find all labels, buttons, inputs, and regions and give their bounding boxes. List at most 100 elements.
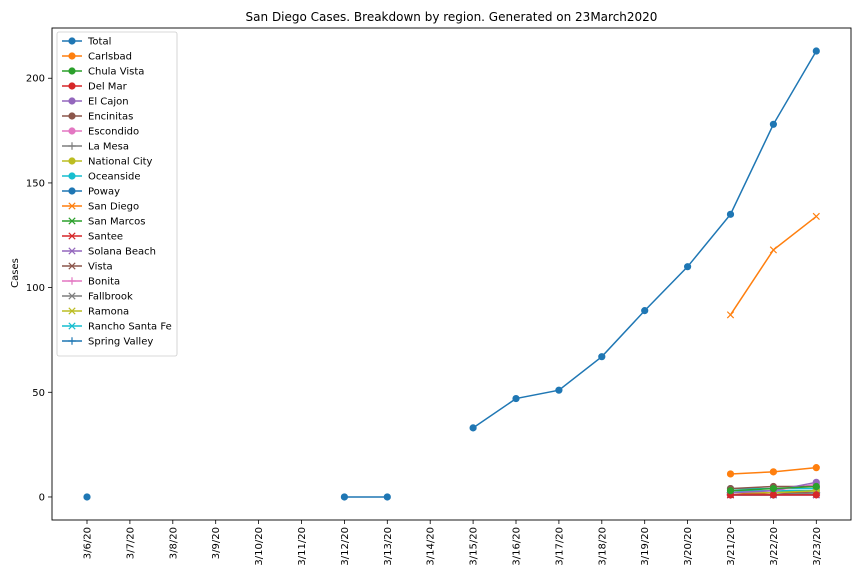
x-axis: 3/6/20 3/7/20 3/8/20 3/9/20 3/10/20 3/11/20 3/… [83,520,823,566]
data-point [383,493,391,501]
legend-label: San Marcos [88,217,145,228]
x-tick-label: 3/14/20 [426,527,437,566]
legend-entry: San Marcos [62,217,145,228]
data-point [469,424,477,432]
legend-label: Bonita [88,277,120,288]
legend-label: Santee [88,232,123,243]
legend-marker [68,97,76,105]
legend-label: Total [87,37,111,48]
x-tick-label: 3/8/20 [168,527,179,559]
legend-marker [68,37,76,45]
legend-entry: Solana Beach [62,247,156,258]
legend-label: El Cajon [88,97,129,108]
series-chula-vista [726,482,820,495]
legend-entry: Ramona [62,307,129,318]
legend-label: Ramona [88,307,129,318]
data-point [769,491,778,499]
legend-marker [68,67,76,75]
x-tick-label: 3/22/20 [769,527,780,566]
legend-label: Chula Vista [88,67,144,78]
legend-marker [68,202,76,210]
legend: Total Carlsbad Chula Vista Del Mar El Cajon E… [56,31,178,357]
legend-marker [68,187,76,195]
legend-marker [68,322,76,330]
legend-marker [68,277,76,285]
legend-label: Carlsbad [88,52,132,63]
legend-marker [68,157,76,165]
legend-entry: Poway [62,187,120,198]
plot-frame [51,27,852,521]
legend-entry: National City [62,157,153,168]
x-tick-label: 3/6/20 [83,527,94,559]
data-point [83,493,91,501]
data-point [726,311,735,319]
data-point [769,246,778,254]
legend-label: Oceanside [88,172,140,183]
legend-label: Del Mar [88,82,128,93]
legend-marker [68,247,76,255]
data-point [641,307,649,315]
data-point [598,353,606,361]
legend-label: Encinitas [88,112,133,123]
legend-box [56,31,178,357]
data-point [812,491,820,499]
legend-marker [68,307,76,315]
legend-label: National City [88,157,153,168]
legend-label: Solana Beach [88,247,156,258]
legend-label: Escondido [88,127,139,138]
data-point [812,212,820,221]
data-point [340,493,348,501]
data-point [726,470,735,478]
x-tick-label: 3/9/20 [211,527,222,559]
legend-marker [68,52,76,60]
legend-entry: Santee [62,232,123,243]
legend-marker [68,262,76,270]
legend-marker [68,172,76,180]
x-tick-label: 3/16/20 [512,527,523,566]
x-tick-label: 3/12/20 [340,527,351,566]
x-tick-label: 3/17/20 [554,527,565,566]
series-total [83,47,820,501]
x-tick-label: 3/10/20 [254,527,265,566]
data-point [555,386,563,394]
data-point [812,482,820,491]
legend-marker [68,142,76,150]
data-point [769,468,778,476]
x-tick-label: 3/15/20 [469,527,480,566]
series-carlsbad [726,464,820,478]
series-san-diego [726,212,820,319]
series-layer [83,47,821,501]
legend-entry: Carlsbad [62,52,132,63]
legend-entry: Spring Valley [62,337,153,348]
legend-label: Poway [88,187,120,198]
x-tick-label: 3/7/20 [125,527,136,559]
data-point [812,47,820,55]
data-point [512,394,520,403]
legend-entry: Encinitas [62,112,133,123]
x-tick-label: 3/19/20 [640,527,651,566]
y-tick-label: 0 [39,492,45,503]
legend-marker [68,82,76,90]
legend-label: San Diego [88,202,139,213]
x-tick-label: 3/11/20 [297,527,308,566]
legend-entry: El Cajon [62,97,129,108]
x-tick-label: 3/21/20 [726,527,737,566]
legend-entry: Total [62,37,111,48]
chart-title: San Diego Cases. Breakdown by region. Ge… [246,10,658,24]
legend-entry: Fallbrook [62,292,133,303]
legend-marker [68,217,76,225]
data-point [683,263,692,271]
legend-entry: Oceanside [62,172,140,183]
data-point [726,210,735,218]
legend-entry: Chula Vista [62,67,144,78]
data-point [769,120,778,128]
y-tick-label: 150 [26,178,45,189]
y-axis-label: Cases [10,258,21,288]
legend-marker [68,337,76,345]
y-axis: 0 50 100 150 200 [26,74,52,503]
legend-marker [68,112,76,120]
legend-entry: Bonita [62,277,120,288]
plot-area [51,27,852,521]
x-tick-label: 3/18/20 [597,527,608,566]
